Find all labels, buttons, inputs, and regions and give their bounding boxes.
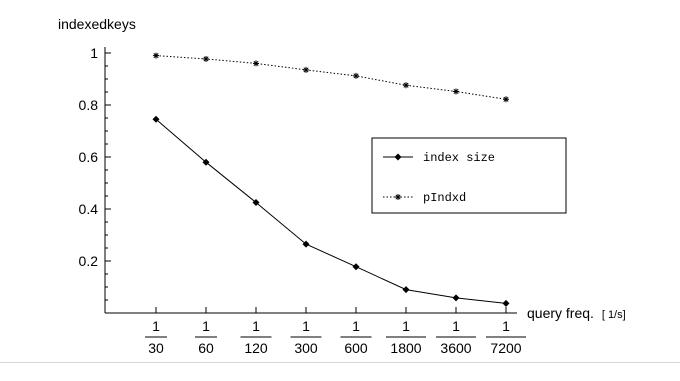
star-stroke (303, 67, 309, 73)
x-tick-denominator: 3600 (440, 340, 471, 356)
x-tick-denominator: 600 (344, 340, 368, 356)
star-marker (453, 88, 459, 95)
star-marker (395, 194, 401, 200)
diamond-marker (302, 240, 310, 248)
star-marker (503, 96, 509, 103)
diamond-marker (394, 153, 402, 161)
x-tick-denominator: 1800 (390, 340, 421, 356)
star-marker (303, 66, 309, 73)
star-marker (153, 52, 159, 59)
x-tick-denominator: 120 (244, 340, 268, 356)
star-stroke (153, 53, 159, 59)
y-tick-label: 1 (90, 45, 98, 61)
axes (104, 47, 517, 314)
x-tick-numerator: 1 (352, 318, 360, 334)
series-2 (153, 52, 509, 103)
y-tick-label: 0.6 (79, 149, 99, 165)
y-tick-label: 0.4 (79, 201, 99, 217)
diamond-marker (202, 158, 210, 166)
star-marker (203, 55, 209, 62)
star-marker (403, 82, 409, 89)
star-stroke (503, 96, 509, 102)
x-tick-numerator: 1 (302, 318, 310, 334)
star-marker (253, 60, 259, 67)
y-tick-label: 0.2 (79, 253, 99, 269)
legend-box (371, 137, 567, 214)
x-tick-numerator: 1 (202, 318, 210, 334)
x-tick-numerator: 1 (502, 318, 510, 334)
x-tick-denominator: 300 (294, 340, 318, 356)
star-stroke (203, 56, 209, 62)
diamond-marker (452, 294, 460, 302)
x-tick-numerator: 1 (402, 318, 410, 334)
star-stroke (403, 82, 409, 88)
star-stroke (253, 60, 259, 66)
x-tick-denominator: 60 (198, 340, 214, 356)
x-axis-ticks: 1 30 1 60 1 120 1 300 1 600 1 1800 1 3600 1 7200 (145, 307, 526, 356)
star-stroke (453, 88, 459, 95)
diamond-marker (502, 299, 510, 307)
x-tick-denominator: 7200 (490, 340, 521, 356)
x-tick-numerator: 1 (252, 318, 260, 334)
x-tick-denominator: 30 (148, 340, 164, 356)
series-1 (152, 115, 510, 307)
series-line (155, 55, 507, 100)
diamond-marker (252, 199, 260, 206)
divider (0, 362, 680, 363)
series-layer (152, 52, 510, 307)
y-axis-ticks: 0.2 0.4 0.6 0.8 1 (79, 45, 111, 301)
star-stroke (353, 73, 359, 79)
x-tick-numerator: 1 (152, 318, 160, 334)
diamond-marker (352, 263, 360, 271)
x-tick-numerator: 1 (452, 318, 460, 334)
x-axis-label: query freq. [ 1/s] (527, 305, 626, 321)
y-axis-label: indexedkeys (58, 16, 136, 32)
legend-label: pIndxd (423, 191, 466, 205)
y-tick-label: 0.8 (79, 97, 99, 113)
legend: index size pIndxd (371, 137, 567, 214)
legend-label: index size (423, 151, 495, 165)
diamond-marker (152, 115, 160, 123)
star-marker (353, 72, 359, 79)
star-stroke (395, 194, 401, 200)
diamond-marker (402, 286, 410, 294)
series-line (155, 118, 507, 304)
